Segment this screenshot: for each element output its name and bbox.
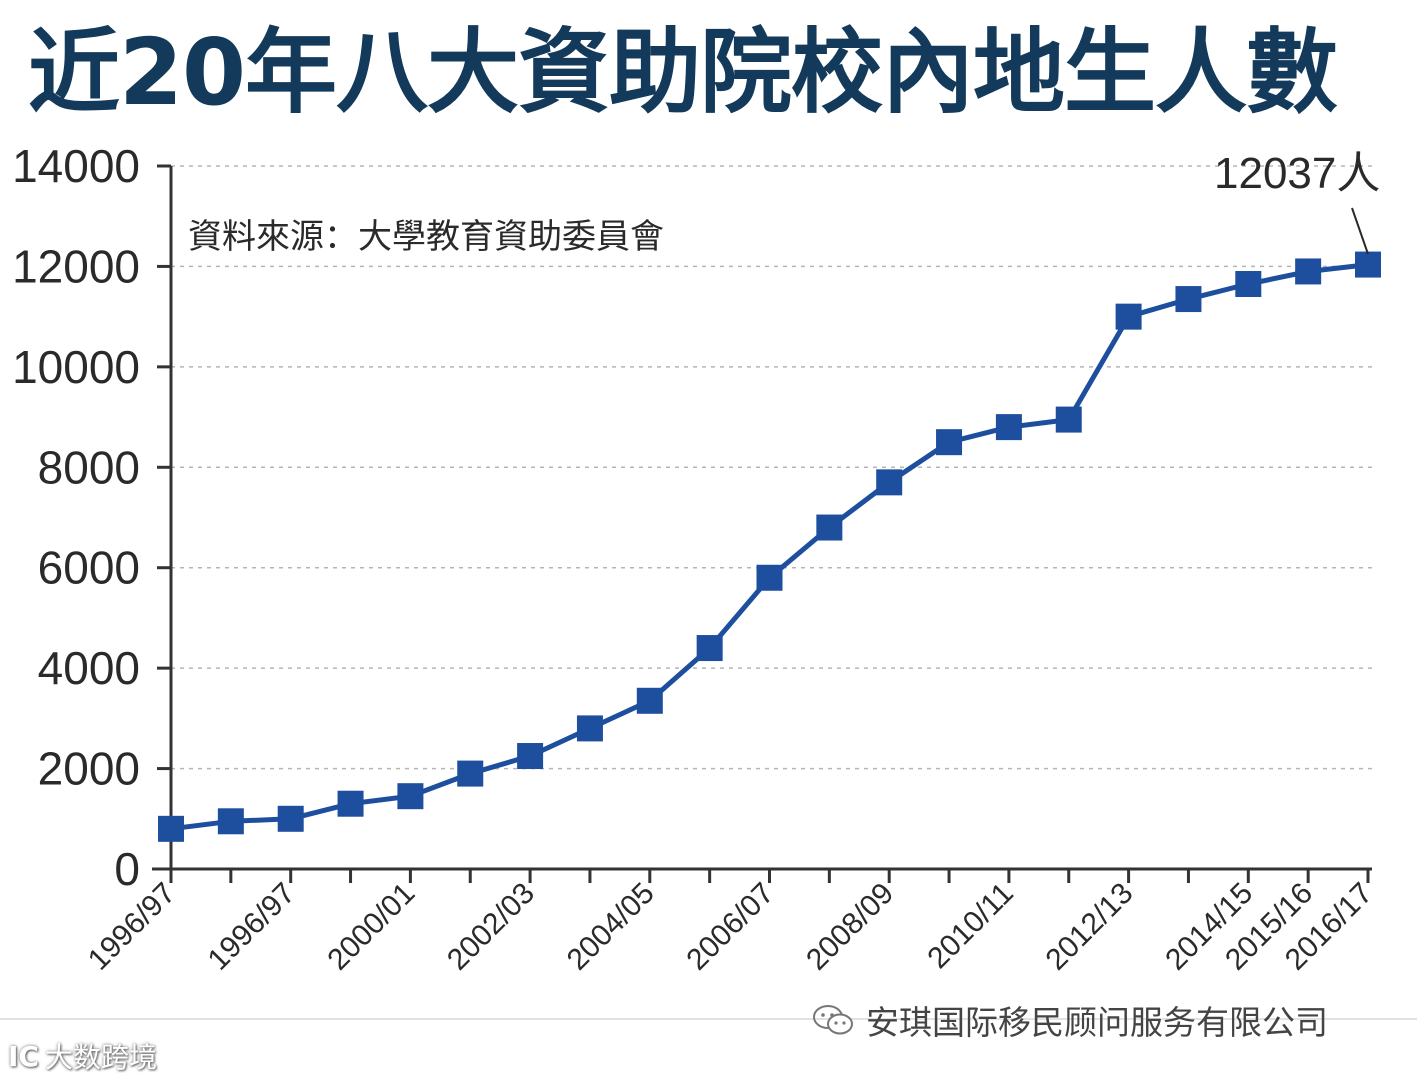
x-tick-label: 2008/09 (800, 877, 900, 977)
x-tick-label: 2004/05 (561, 877, 661, 977)
data-point (876, 469, 903, 496)
annotation-label: 12037人 (1214, 149, 1380, 198)
data-point (158, 815, 184, 842)
data-point (816, 514, 843, 541)
brand-watermark: IC 大数跨境 (8, 1036, 157, 1076)
wechat-icon (813, 1005, 853, 1035)
data-point (277, 805, 304, 832)
x-tick-label: 2002/03 (441, 877, 541, 977)
data-point (1355, 251, 1381, 278)
y-tick-label: 2000 (38, 743, 140, 795)
footer-divider (0, 1018, 1417, 1020)
data-point (1295, 258, 1322, 285)
data-point (1115, 303, 1142, 330)
y-tick-label: 10000 (12, 341, 140, 393)
series-markers (158, 251, 1381, 842)
data-point (1175, 286, 1202, 313)
x-tick-label: 1996/97 (202, 877, 302, 977)
brand-name: 大数跨境 (44, 1041, 157, 1074)
chart-title: 近20年八大資助院校內地生人數 (28, 19, 1338, 126)
data-point (576, 715, 603, 742)
line-chart: 0 2000 4000 6000 8000 10000 12000 14000 1996/97… (12, 140, 1381, 977)
y-tick-label: 6000 (38, 542, 140, 594)
grid-lines (171, 165, 1372, 770)
brand-logo: IC (8, 1039, 39, 1073)
data-point (936, 429, 963, 456)
data-point (636, 687, 663, 714)
data-point (756, 564, 783, 591)
data-point (696, 635, 723, 662)
y-tick-label: 4000 (38, 642, 140, 694)
x-tick-label: 2006/07 (680, 877, 780, 977)
y-tick-label: 12000 (12, 240, 140, 292)
data-point (457, 760, 484, 787)
source-note: 資料來源：大學教育資助委員會 (188, 217, 664, 257)
x-tick-label: 2010/11 (921, 877, 1019, 975)
wechat-watermark: 安琪国际移民顾问服务有限公司 (812, 1000, 1328, 1042)
data-point (397, 783, 424, 810)
x-axis-ticks: 1996/97 1996/97 2000/01 2002/03 2004/05 2006/… (82, 869, 1379, 977)
data-point (995, 414, 1022, 441)
data-point (337, 790, 364, 817)
y-tick-label: 14000 (12, 140, 140, 192)
y-axis-ticks: 0 2000 4000 6000 8000 10000 12000 14000 (12, 140, 171, 895)
data-point (1235, 271, 1262, 298)
y-tick-label: 0 (114, 843, 140, 895)
y-tick-label: 8000 (38, 441, 140, 493)
series-line (170, 262, 1369, 832)
data-point (217, 808, 244, 835)
annotation-leader (1351, 207, 1369, 255)
x-tick-label: 2012/13 (1040, 877, 1140, 977)
data-point (1055, 406, 1082, 433)
data-point (517, 743, 544, 770)
x-tick-label: 2000/01 (321, 877, 421, 977)
wechat-account-name: 安琪国际移民顾问服务有限公司 (866, 1003, 1328, 1042)
